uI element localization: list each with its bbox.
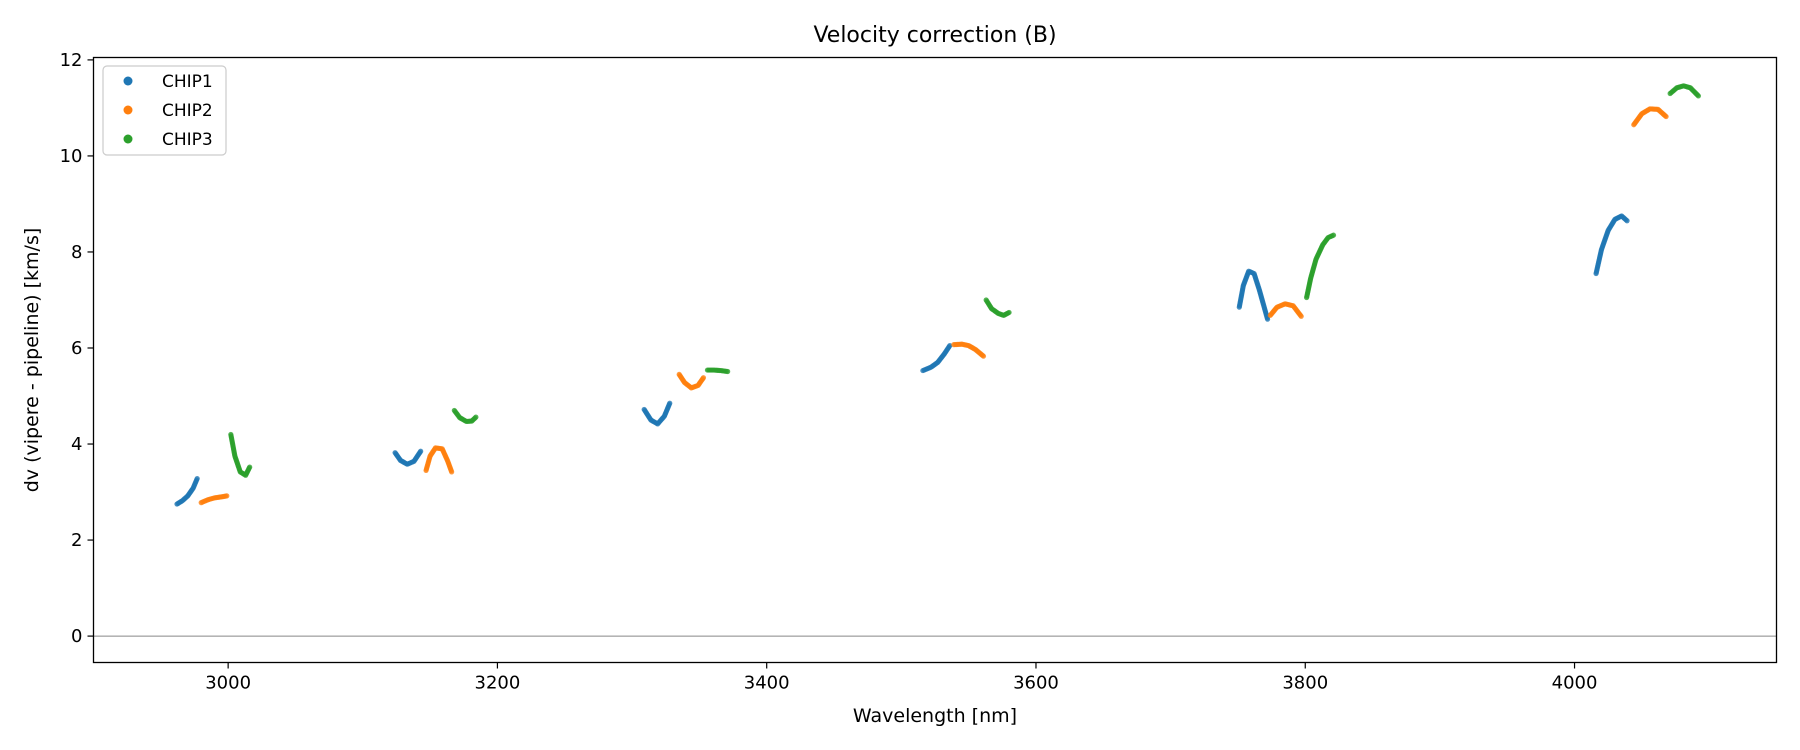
- series-chip3: [228, 83, 1702, 478]
- data-point-chip2: [224, 493, 230, 499]
- plot-frame: [92, 56, 1778, 664]
- data-point-chip1: [1264, 316, 1271, 322]
- data-point-chip3: [1006, 309, 1012, 316]
- data-point-chip2: [1663, 113, 1669, 120]
- x-axis: 3000 3200 3400 3600 3800 4000: [205, 662, 1598, 694]
- legend-marker-chip3: [123, 134, 133, 144]
- data-point-chip3: [1330, 232, 1337, 238]
- data-point-chip3: [473, 414, 479, 420]
- y-tick-label: 4: [71, 434, 82, 455]
- data-point-chip2: [1298, 313, 1304, 319]
- x-tick-label: 3600: [1013, 673, 1059, 694]
- y-tick-label: 10: [60, 146, 83, 167]
- y-tick-label: 12: [60, 50, 83, 71]
- legend-label-chip3: CHIP3: [162, 130, 213, 150]
- y-tick-label: 2: [71, 530, 82, 551]
- series-chip2: [198, 106, 1669, 506]
- y-tick-label: 8: [71, 242, 82, 263]
- data-point-chip3: [1695, 93, 1702, 99]
- series-chip1: [174, 213, 1630, 507]
- legend-marker-chip1: [123, 76, 133, 86]
- data-point-chip2: [700, 375, 707, 381]
- data-point-chip1: [1624, 218, 1630, 224]
- y-axis: 0 2 4 6 8 10 12: [60, 50, 94, 647]
- legend-box: [102, 65, 227, 156]
- y-axis-label: dv (vipere - pipeline) [km/s]: [21, 228, 43, 493]
- y-tick-label: 0: [71, 626, 82, 647]
- y-tick-label: 6: [71, 338, 82, 359]
- legend-label-chip1: CHIP1: [162, 72, 213, 92]
- data-point-chip1: [194, 475, 200, 482]
- data-point-chip2: [980, 353, 987, 359]
- x-tick-label: 3200: [475, 673, 521, 694]
- legend: CHIP1 CHIP2 CHIP3: [102, 65, 227, 156]
- data-point-chip1: [947, 342, 953, 349]
- x-axis-label: Wavelength [nm]: [853, 705, 1017, 727]
- legend-marker-chip2: [123, 105, 133, 115]
- data-point-chip3: [247, 464, 253, 470]
- x-tick-label: 3000: [205, 673, 251, 694]
- x-tick-label: 4000: [1552, 673, 1598, 694]
- chart-title: Velocity correction (B): [813, 23, 1056, 48]
- legend-label-chip2: CHIP2: [162, 101, 213, 121]
- x-tick-label: 3400: [744, 673, 790, 694]
- x-tick-label: 3800: [1282, 673, 1328, 694]
- plot-area: [93, 83, 1777, 637]
- data-point-chip2: [449, 469, 455, 475]
- data-point-chip1: [667, 400, 673, 406]
- data-point-chip1: [418, 448, 424, 454]
- data-point-chip3: [725, 368, 731, 375]
